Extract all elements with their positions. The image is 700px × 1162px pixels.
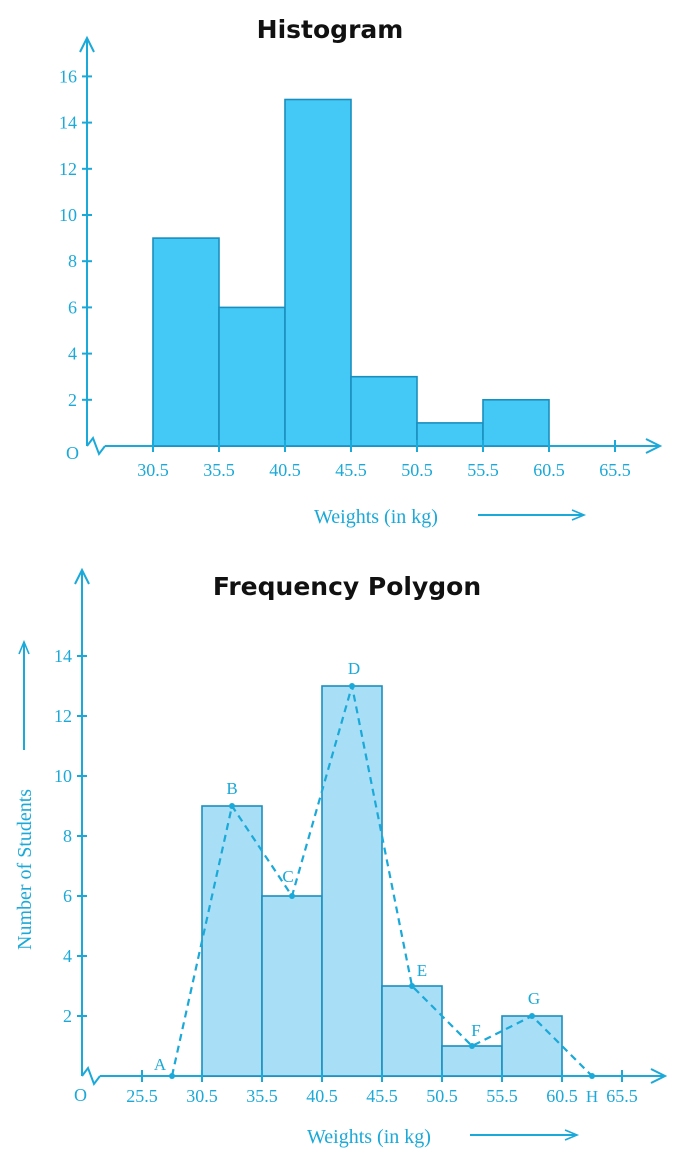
- polygon-y-axis-label: Number of Students: [14, 789, 36, 950]
- polygon-bar: [441, 1045, 503, 1077]
- polygon-line-group: [170, 685, 593, 1077]
- polygon-y-tick-label: 4: [63, 946, 72, 966]
- histogram-x-label-arrow-head: [571, 509, 587, 521]
- histogram-y-tick-label: 6: [68, 297, 77, 317]
- polygon-origin-label: O: [74, 1085, 87, 1105]
- polygon-bar: [501, 1015, 563, 1077]
- polygon-x-ticks: 25.5 30.5 35.5 40.5 45.5 50.5 55.5 60.5 65.5: [126, 1070, 638, 1106]
- polygon-bars: [201, 685, 563, 1077]
- polygon-point: [349, 683, 355, 689]
- histogram-y-tick-label: 14: [59, 113, 77, 133]
- polygon-x-tick-label: 35.5: [246, 1086, 278, 1106]
- histogram-x-tick-label: 40.5: [269, 460, 301, 480]
- histogram-y-tick-label: 10: [59, 205, 77, 225]
- histogram-x-axis-arrow: [645, 438, 663, 454]
- histogram-bars: [152, 98, 550, 447]
- polygon-y-tick-label: 14: [54, 646, 72, 666]
- polygon-point: [469, 1043, 475, 1049]
- polygon-y-tick-label: 8: [63, 826, 72, 846]
- polygon-bar: [201, 805, 263, 1077]
- polygon-point-label: D: [348, 659, 360, 678]
- histogram-bar: [482, 398, 550, 447]
- polygon-point-label: A: [154, 1055, 167, 1074]
- polygon-x-tick-label: 25.5: [126, 1086, 158, 1106]
- polygon-point-label: C: [282, 867, 293, 886]
- polygon-x-tick-label: 30.5: [186, 1086, 218, 1106]
- histogram-y-ticks: 2 4 6 8 10 12 14 16: [59, 66, 92, 410]
- polygon-point: [289, 893, 295, 899]
- polygon-x-tick-label: 60.5: [546, 1086, 578, 1106]
- polygon-point: [169, 1073, 175, 1079]
- polygon-line: [170, 685, 593, 1077]
- polygon-point-label: B: [226, 779, 237, 798]
- histogram-y-tick-label: 16: [59, 66, 77, 86]
- polygon-x-label-arrow-head: [564, 1129, 580, 1141]
- histogram-y-tick-label: 2: [68, 390, 77, 410]
- polygon-x-tick-label: 65.5: [606, 1086, 638, 1106]
- histogram-bar: [416, 422, 484, 447]
- histogram-x-axis-label: Weights (in kg): [314, 506, 438, 528]
- polygon-y-ticks: 2 4 6 8 10 12 14: [54, 646, 87, 1026]
- histogram-x-axis-break: [86, 435, 106, 457]
- histogram-x-ticks: 30.5 35.5 40.5 45.5 50.5 55.5 60.5 65.5: [137, 440, 631, 480]
- polygon-x-axis-arrow: [650, 1068, 668, 1084]
- polygon-point-label: F: [471, 1021, 480, 1040]
- polygon-point-label: H: [586, 1087, 598, 1106]
- histogram-y-axis-arrow: [79, 35, 95, 53]
- polygon-x-tick-label: 40.5: [306, 1086, 338, 1106]
- histogram-x-tick-label: 45.5: [335, 460, 367, 480]
- histogram-x-tick-label: 35.5: [203, 460, 235, 480]
- polygon-point: [589, 1073, 595, 1079]
- histogram-chart: Histogram O 30.5 35.5 40.5 45.5 50.5 55.5 60.5…: [59, 15, 663, 528]
- histogram-x-tick-label: 50.5: [401, 460, 433, 480]
- histogram-bar: [350, 375, 418, 447]
- histogram-x-tick-label: 65.5: [599, 460, 631, 480]
- histogram-y-tick-label: 4: [68, 344, 77, 364]
- polygon-y-tick-label: 10: [54, 766, 72, 786]
- histogram-y-tick-label: 8: [68, 251, 77, 271]
- histogram-origin-label: O: [66, 443, 79, 463]
- polygon-x-axis-label: Weights (in kg): [307, 1126, 431, 1148]
- polygon-y-tick-label: 2: [63, 1006, 72, 1026]
- polygon-title: Frequency Polygon: [213, 572, 481, 601]
- histogram-x-tick-label: 55.5: [467, 460, 499, 480]
- polygon-x-tick-label: 50.5: [426, 1086, 458, 1106]
- polygon-x-tick-label: 55.5: [486, 1086, 518, 1106]
- histogram-x-tick-label: 30.5: [137, 460, 169, 480]
- polygon-y-tick-label: 6: [63, 886, 72, 906]
- histogram-title: Histogram: [257, 15, 404, 44]
- frequency-polygon-chart: Frequency Polygon O Number of Students 2…: [14, 567, 668, 1148]
- histogram-x-tick-label: 60.5: [533, 460, 565, 480]
- polygon-x-axis-break: [81, 1065, 101, 1087]
- polygon-point-label: E: [417, 961, 427, 980]
- polygon-point: [529, 1013, 535, 1019]
- polygon-points: A B C D E F G H: [154, 659, 598, 1106]
- polygon-bar: [261, 895, 323, 1077]
- histogram-bar: [284, 98, 352, 447]
- polygon-y-axis-arrow: [74, 567, 90, 585]
- polygon-point: [409, 983, 415, 989]
- polygon-point-label: G: [528, 989, 540, 1008]
- polygon-y-label-arrow-head: [18, 639, 30, 655]
- histogram-bar: [152, 237, 220, 447]
- polygon-y-tick-label: 12: [54, 706, 72, 726]
- polygon-bar: [381, 985, 443, 1077]
- histogram-y-tick-label: 12: [59, 159, 77, 179]
- polygon-point: [229, 803, 235, 809]
- polygon-bar: [321, 685, 383, 1077]
- polygon-x-tick-label: 45.5: [366, 1086, 398, 1106]
- histogram-bar: [218, 306, 286, 447]
